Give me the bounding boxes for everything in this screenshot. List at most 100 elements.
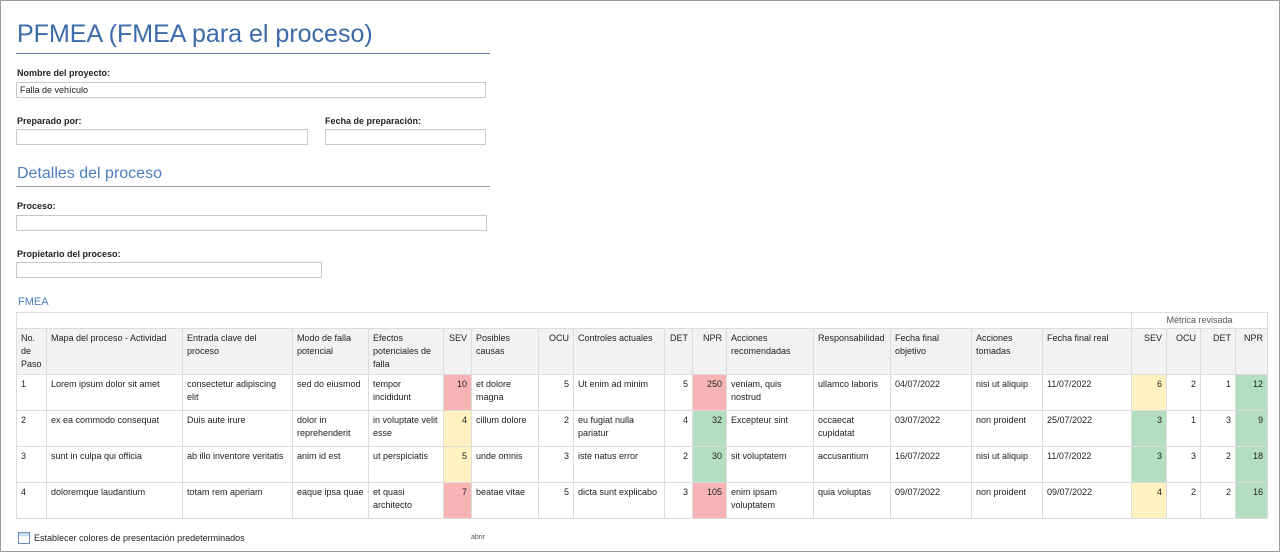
table-cell[interactable]: 3 [664, 482, 693, 519]
table-cell[interactable]: Lorem ipsum dolor sit amet [46, 374, 183, 411]
table-cell[interactable]: sit voluptatem [726, 446, 814, 483]
table-cell[interactable]: occaecat cupidatat [813, 410, 891, 447]
table-cell[interactable]: 16/07/2022 [890, 446, 972, 483]
table-cell[interactable]: 09/07/2022 [890, 482, 972, 519]
table-cell[interactable]: eu fugiat nulla pariatur [573, 410, 665, 447]
table-cell[interactable]: nisi ut aliquip [971, 374, 1043, 411]
table-cell[interactable]: accusantium [813, 446, 891, 483]
prep-date-field[interactable] [325, 129, 486, 145]
table-cell[interactable]: 18 [1235, 446, 1268, 483]
column-header: Fecha final objetivo [890, 328, 972, 375]
table-cell[interactable]: Duis aute irure [182, 410, 293, 447]
table-cell[interactable]: veniam, quis nostrud [726, 374, 814, 411]
table-cell[interactable]: Excepteur sint [726, 410, 814, 447]
table-cell[interactable]: in voluptate velit esse [368, 410, 444, 447]
page-title: PFMEA (FMEA para el proceso) [17, 20, 373, 48]
table-cell[interactable]: dicta sunt explicabo [573, 482, 665, 519]
table-cell[interactable]: 5 [538, 374, 574, 411]
table-cell[interactable]: 2 [664, 446, 693, 483]
column-header: DET [664, 328, 693, 375]
process-section-heading: Detalles del proceso [17, 165, 162, 182]
table-cell[interactable]: 9 [1235, 410, 1268, 447]
table-cell[interactable]: 5 [443, 446, 472, 483]
table-cell[interactable]: 4 [1131, 482, 1167, 519]
column-header: Controles actuales [573, 328, 665, 375]
table-cell[interactable]: consectetur adipiscing elit [182, 374, 293, 411]
table-cell[interactable]: et dolore magna [471, 374, 539, 411]
table-cell[interactable]: 3 [16, 446, 47, 483]
table-cell[interactable]: 12 [1235, 374, 1268, 411]
table-cell[interactable]: beatae vitae [471, 482, 539, 519]
table-cell[interactable]: 16 [1235, 482, 1268, 519]
table-cell[interactable]: 1 [1200, 374, 1236, 411]
table-cell[interactable]: unde omnis [471, 446, 539, 483]
table-cell[interactable]: 11/07/2022 [1042, 374, 1132, 411]
table-cell[interactable]: 3 [538, 446, 574, 483]
prepared-by-field[interactable] [16, 129, 308, 145]
table-cell[interactable]: ullamco laboris [813, 374, 891, 411]
table-cell[interactable]: 2 [538, 410, 574, 447]
table-cell[interactable]: 3 [1166, 446, 1201, 483]
table-cell[interactable]: ex ea commodo consequat [46, 410, 183, 447]
table-cell[interactable]: 4 [443, 410, 472, 447]
table-cell[interactable]: 03/07/2022 [890, 410, 972, 447]
table-cell[interactable]: nisi ut aliquip [971, 446, 1043, 483]
table-cell[interactable]: 09/07/2022 [1042, 482, 1132, 519]
column-header: NPR [692, 328, 727, 375]
table-cell[interactable]: 2 [16, 410, 47, 447]
table-cell[interactable]: 6 [1131, 374, 1167, 411]
table-cell[interactable]: ab illo inventore veritatis [182, 446, 293, 483]
table-cell[interactable]: et quasi architecto [368, 482, 444, 519]
table-cell[interactable]: 04/07/2022 [890, 374, 972, 411]
table-cell[interactable]: quia voluptas [813, 482, 891, 519]
table-row: 1 Lorem ipsum dolor sit amet consectetur a… [16, 374, 1268, 411]
table-cell[interactable]: iste natus error [573, 446, 665, 483]
table-cell[interactable]: totam rem aperiam [182, 482, 293, 519]
table-cell[interactable]: dolor in reprehenderit [292, 410, 369, 447]
column-header: OCU [1166, 328, 1201, 375]
table-cell[interactable]: enim ipsam voluptatem [726, 482, 814, 519]
table-cell[interactable]: 32 [692, 410, 727, 447]
table-cell[interactable]: 4 [16, 482, 47, 519]
table-cell[interactable]: Ut enim ad minim [573, 374, 665, 411]
table-cell[interactable]: 7 [443, 482, 472, 519]
project-label: Nombre del proyecto: [17, 68, 111, 78]
table-cell[interactable]: 11/07/2022 [1042, 446, 1132, 483]
table-cell[interactable]: ut perspiciatis [368, 446, 444, 483]
table-cell[interactable]: eaque ipsa quae [292, 482, 369, 519]
table-cell[interactable]: 5 [538, 482, 574, 519]
table-cell[interactable]: tempor incididunt [368, 374, 444, 411]
table-cell[interactable]: anim id est [292, 446, 369, 483]
column-header: Modo de falla potencial [292, 328, 369, 375]
table-cell[interactable]: non proident [971, 410, 1043, 447]
table-cell[interactable]: 1 [16, 374, 47, 411]
process-owner-field[interactable] [16, 262, 322, 278]
table-cell[interactable]: 105 [692, 482, 727, 519]
table-cell[interactable]: 5 [664, 374, 693, 411]
table-cell[interactable]: doloremque laudantium [46, 482, 183, 519]
table-cell[interactable]: sed do eiusmod [292, 374, 369, 411]
table-cell[interactable]: 2 [1200, 482, 1236, 519]
column-header: Fecha final real [1042, 328, 1132, 375]
open-link[interactable]: abrir [471, 534, 486, 541]
prepared-by-label: Preparado por: [17, 116, 82, 126]
table-cell[interactable]: 3 [1131, 410, 1167, 447]
project-name-field[interactable]: Falla de vehículo [16, 82, 486, 98]
table-cell[interactable]: 30 [692, 446, 727, 483]
table-cell[interactable]: 3 [1131, 446, 1167, 483]
table-cell[interactable]: 10 [443, 374, 472, 411]
table-cell[interactable]: 2 [1166, 482, 1201, 519]
column-header: Responsabilidad [813, 328, 891, 375]
table-cell[interactable]: 2 [1166, 374, 1201, 411]
table-cell[interactable]: 25/07/2022 [1042, 410, 1132, 447]
table-cell[interactable]: 1 [1166, 410, 1201, 447]
table-cell[interactable]: 2 [1200, 446, 1236, 483]
table-cell[interactable]: non proident [971, 482, 1043, 519]
table-cell[interactable]: sunt in culpa qui officia [46, 446, 183, 483]
table-cell[interactable]: 250 [692, 374, 727, 411]
set-default-colors-link[interactable]: Establecer colores de presentación prede… [18, 532, 245, 544]
table-cell[interactable]: cillum dolore [471, 410, 539, 447]
process-field[interactable] [16, 215, 487, 231]
table-cell[interactable]: 3 [1200, 410, 1236, 447]
table-cell[interactable]: 4 [664, 410, 693, 447]
